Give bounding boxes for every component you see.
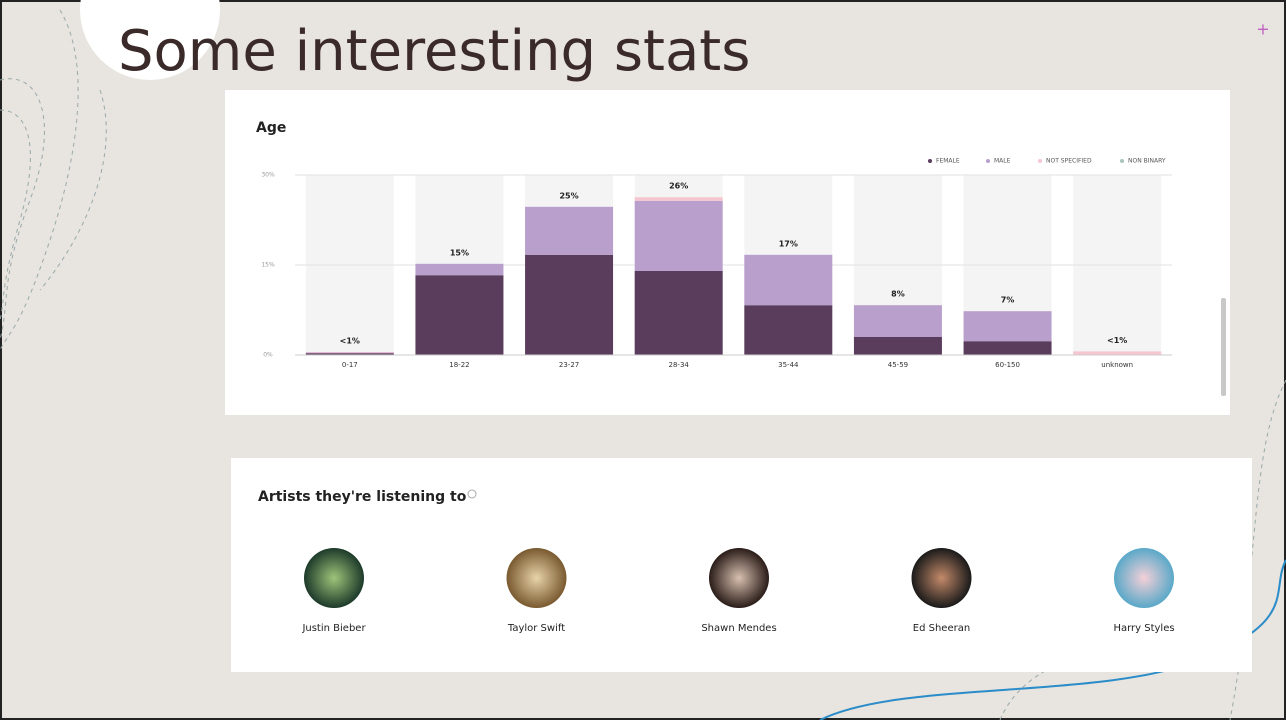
chart: 0% 15% 30% <1% 0-17 15% 18-22 25% 23-27 26% 28-34 1… [261, 158, 1172, 369]
total-label: 25% [559, 191, 578, 200]
bar-segment [525, 206, 614, 255]
bar-segment [634, 271, 723, 355]
slide-title: Some interesting stats [118, 19, 750, 84]
y-tick-label: 0% [263, 352, 273, 359]
info-icon [467, 489, 477, 499]
artists-heading: Artists they're listening to [258, 489, 467, 505]
bar-segment [853, 305, 942, 337]
x-tick-label: 35-44 [778, 361, 799, 369]
decor-circle [80, 0, 220, 80]
legend-swatch [986, 159, 990, 163]
artist-photo [911, 548, 972, 608]
x-tick-label: 18-22 [449, 361, 469, 369]
total-label: 15% [450, 248, 469, 257]
artist-name: Taylor Swift [507, 623, 565, 634]
scrollbar [1221, 298, 1226, 396]
bar-segment [853, 337, 942, 355]
bar-segment [415, 263, 504, 276]
artist-name: Harry Styles [1113, 623, 1174, 634]
x-tick-label: 28-34 [669, 361, 690, 369]
artist-photo [506, 548, 567, 608]
bar-segment [305, 352, 394, 354]
legend-label: NOT SPECIFIED [1046, 158, 1092, 165]
chart-title: Age [256, 120, 286, 136]
artist-photo [304, 548, 364, 608]
legend-label: NON BINARY [1128, 158, 1166, 165]
bar-segment [634, 200, 723, 271]
decor-plus: + [1256, 20, 1269, 39]
bar-segment [305, 353, 394, 355]
bar-segment [525, 254, 614, 355]
artists-list: Justin Bieber Taylor Swift Shawn Mendes Ed … [301, 548, 1175, 634]
legend-label: FEMALE [936, 158, 960, 165]
x-tick-label: 45-59 [888, 361, 908, 369]
legend-swatch [1120, 159, 1124, 163]
total-label: 8% [891, 290, 905, 299]
total-label: 7% [1001, 296, 1015, 305]
total-label: <1% [1107, 336, 1127, 345]
y-tick-label: 30% [261, 172, 275, 179]
x-tick-label: 23-27 [559, 361, 579, 369]
total-label: 26% [669, 182, 688, 191]
legend-swatch [1038, 159, 1042, 163]
bar-segment [415, 275, 504, 355]
bar-segment [963, 341, 1052, 355]
artist-name: Shawn Mendes [701, 623, 776, 634]
x-tick-label: 60-150 [995, 361, 1020, 369]
bar-segment [744, 254, 833, 306]
artist-name: Ed Sheeran [913, 623, 970, 634]
total-label: 17% [779, 239, 798, 248]
total-label: <1% [340, 337, 360, 346]
bar-segment [634, 197, 723, 201]
bar-segment [963, 311, 1052, 342]
artist-photo [709, 548, 769, 608]
bar-segment [1073, 351, 1162, 355]
legend-swatch [928, 159, 932, 163]
x-tick-label: 0-17 [342, 361, 358, 369]
bar-segment [744, 305, 833, 355]
artist-photo [1114, 548, 1174, 608]
artist-name: Justin Bieber [301, 623, 366, 634]
bar-segment [305, 352, 394, 353]
legend-label: MALE [994, 158, 1011, 165]
x-tick-label: unknown [1101, 361, 1133, 369]
y-tick-label: 15% [261, 262, 275, 269]
